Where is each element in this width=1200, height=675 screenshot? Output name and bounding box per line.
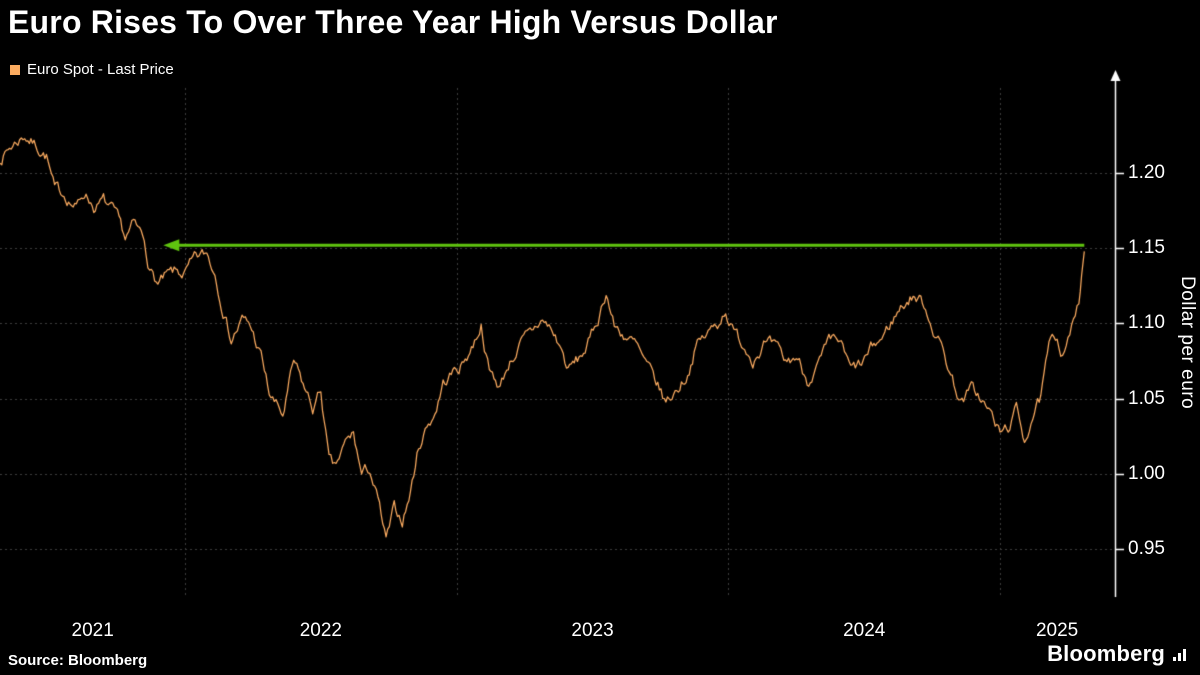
- bloomberg-wordmark: Bloomberg: [1047, 641, 1165, 666]
- x-axis-tick-label: 2021: [71, 620, 114, 641]
- bloomberg-logo: Bloomberg: [1047, 641, 1188, 667]
- x-axis-tick-label: 2025: [1035, 620, 1079, 641]
- bloomberg-chart-icon: [1173, 649, 1186, 661]
- y-axis-tick-label: 1.15: [1128, 237, 1165, 259]
- y-axis-tick-label: 0.95: [1128, 537, 1165, 559]
- source-attribution: Source: Bloomberg: [8, 652, 148, 669]
- y-axis-tick-label: 1.10: [1128, 312, 1165, 334]
- legend-swatch-icon: [10, 64, 20, 75]
- y-axis-tick-label: 1.20: [1128, 162, 1165, 184]
- x-axis-tick-label: 2022: [299, 620, 342, 641]
- chart-legend: Euro Spot - Last Price: [10, 61, 174, 78]
- chart-title: Euro Rises To Over Three Year High Versu…: [8, 4, 778, 40]
- x-axis-tick-label: 2024: [843, 620, 886, 641]
- y-axis-tick-label: 1.05: [1128, 387, 1165, 409]
- x-axis-tick-label: 2023: [571, 620, 614, 641]
- legend-label: Euro Spot - Last Price: [27, 61, 174, 78]
- y-axis-title: Dollar per euro: [1177, 275, 1198, 410]
- y-axis-tick-label: 1.00: [1128, 462, 1165, 484]
